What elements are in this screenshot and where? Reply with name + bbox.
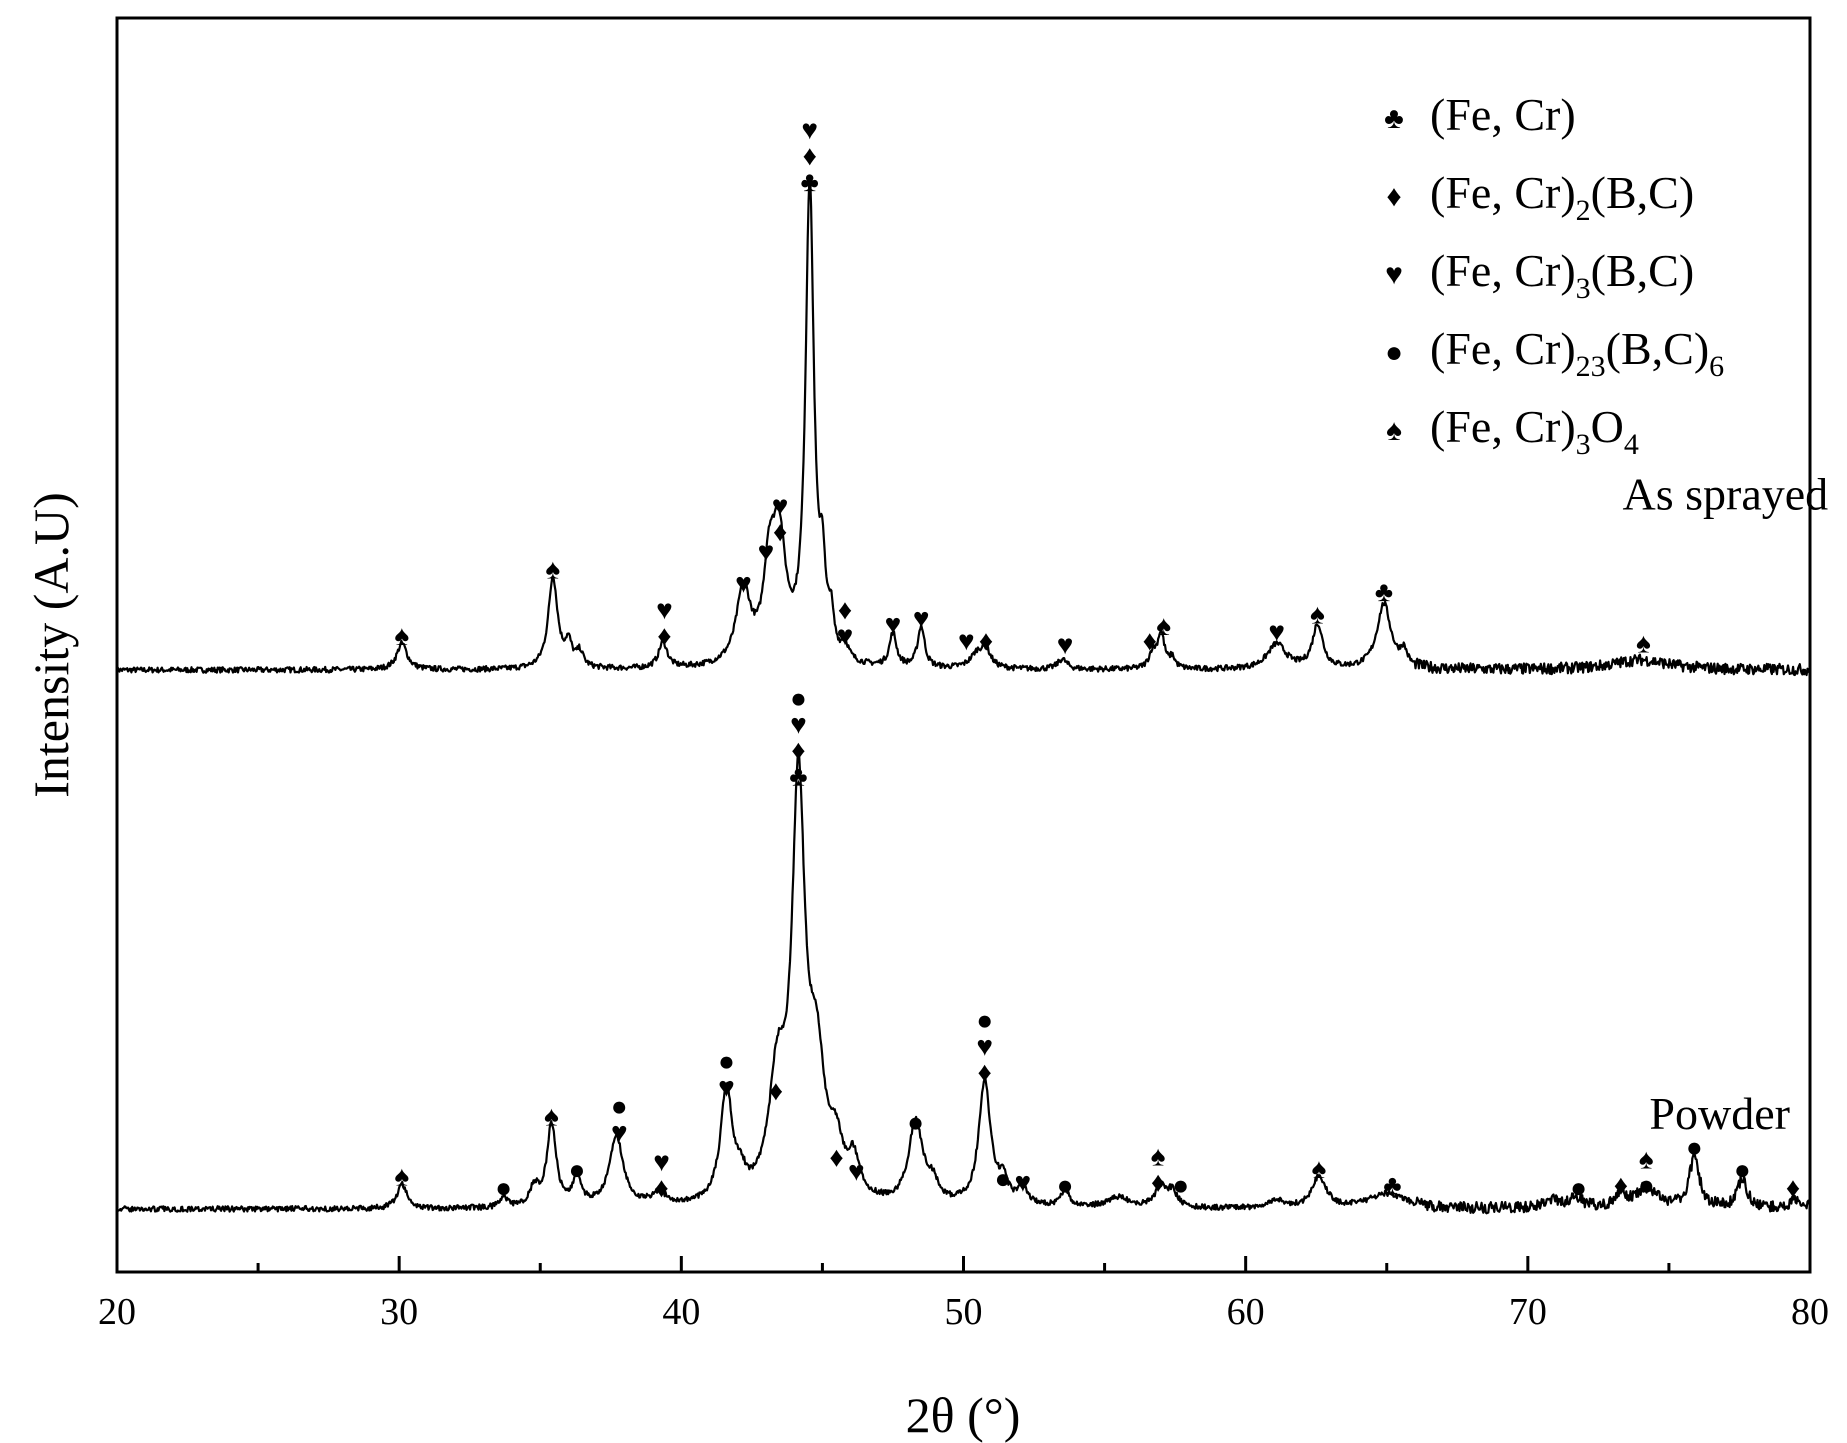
- x-axis-ticks: 20 30 40 50 60 70 80: [98, 1256, 1829, 1333]
- peak-marker-dot: ●: [1638, 1170, 1655, 1201]
- peak-marker-heart: ♥: [790, 709, 807, 740]
- peak-marker-spade: ♠: [395, 1161, 410, 1192]
- peak-marker-club: ♣: [801, 167, 819, 198]
- legend-entry: ♣ (Fe, Cr): [1384, 89, 1575, 140]
- peak-marker-diamond: ♦: [773, 517, 787, 548]
- peak-marker-dot: ●: [907, 1108, 924, 1139]
- peak-marker-heart: ♥: [1057, 630, 1074, 661]
- peak-marker-heart: ♥: [653, 1147, 670, 1178]
- legend-entry: ♦ (Fe, Cr)2(B,C): [1386, 167, 1694, 227]
- peak-marker-spade: ♠: [1310, 600, 1325, 631]
- legend-label: (Fe, Cr)3(B,C): [1430, 245, 1694, 305]
- peak-marker-dot: ●: [790, 683, 807, 714]
- series-curves: [115, 177, 1812, 1215]
- curve-labels: As sprayed Powder: [1623, 469, 1829, 1139]
- peak-marker-club: ♣: [1383, 1170, 1401, 1201]
- peak-marker-heart: ♥: [885, 610, 902, 641]
- x-tick-label: 60: [1227, 1291, 1265, 1333]
- legend-label: (Fe, Cr)23(B,C)6: [1430, 323, 1724, 383]
- legend-diamond-icon: ♦: [1386, 180, 1401, 213]
- peak-marker-diamond: ♦: [1151, 1168, 1165, 1199]
- peak-marker-dot: ●: [1734, 1155, 1751, 1186]
- legend-entry: ♠ (Fe, Cr)3O4: [1386, 401, 1639, 461]
- peak-marker-club: ♣: [1375, 577, 1393, 608]
- peak-marker-heart: ♥: [718, 1072, 735, 1103]
- peak-marker-spade: ♠: [395, 621, 410, 652]
- legend-dot-icon: ●: [1385, 336, 1403, 369]
- x-tick-label: 20: [98, 1291, 136, 1333]
- series-line: [115, 177, 1811, 677]
- peak-marker-heart: ♥: [1014, 1168, 1031, 1199]
- peak-marker-heart: ♥: [1268, 617, 1285, 648]
- peak-marker-dot: ●: [1686, 1133, 1703, 1164]
- peak-marker-dot: ●: [995, 1164, 1012, 1195]
- legend-club-icon: ♣: [1384, 102, 1404, 135]
- y-axis-title: Intensity (A.U): [23, 492, 79, 798]
- x-tick-label: 50: [945, 1291, 983, 1333]
- peak-marker-spade: ♠: [1151, 1142, 1166, 1173]
- peak-marker-dot: ●: [976, 1005, 993, 1036]
- peak-marker-heart: ♥: [958, 626, 975, 657]
- series-label: As sprayed: [1623, 469, 1829, 520]
- x-tick-label: 70: [1509, 1291, 1547, 1333]
- peak-marker-diamond: ♦: [769, 1076, 783, 1107]
- peak-marker-heart: ♥: [913, 603, 930, 634]
- peak-marker-dot: ●: [568, 1155, 585, 1186]
- peak-marker-heart: ♥: [735, 568, 752, 599]
- peak-marker-diamond: ♦: [1614, 1170, 1628, 1201]
- series-line: [116, 751, 1812, 1215]
- peak-marker-diamond: ♦: [978, 1057, 992, 1088]
- x-axis-title: 2θ (°): [906, 1387, 1021, 1443]
- peak-marker-heart: ♥: [758, 537, 775, 568]
- peak-marker-heart: ♥: [848, 1156, 865, 1187]
- peak-marker-heart: ♥: [772, 491, 789, 522]
- legend-spade-icon: ♠: [1386, 414, 1402, 447]
- peak-marker-spade: ♠: [1312, 1154, 1327, 1185]
- peak-marker-club: ♣: [789, 761, 807, 792]
- peak-marker-diamond: ♦: [1786, 1173, 1800, 1204]
- peak-marker-dot: ●: [1570, 1173, 1587, 1204]
- peak-marker-spade: ♠: [546, 555, 561, 586]
- peak-marker-diamond: ♦: [979, 626, 993, 657]
- peak-marker-diamond: ♦: [829, 1143, 843, 1174]
- x-tick-label: 80: [1791, 1291, 1829, 1333]
- peak-marker-spade: ♠: [1156, 611, 1171, 642]
- peak-marker-diamond: ♦: [791, 735, 805, 766]
- legend-entry: ♥ (Fe, Cr)3(B,C): [1385, 245, 1694, 305]
- peak-marker-heart: ♥: [976, 1031, 993, 1062]
- peak-marker-heart: ♥: [656, 595, 673, 626]
- peak-marker-dot: ●: [495, 1173, 512, 1204]
- legend-label: (Fe, Cr): [1430, 89, 1576, 140]
- peak-annotations: ♠♠♦♥♥♥♦♥♣♦♥♥♦ ♥ ♥♥ ♦ ♥ ♦ ♠ ♥♠♣♠♠ ●♠●♥●♦♥♥●♦♣♦♥●♦…: [395, 115, 1801, 1204]
- peak-marker-dot: ●: [1172, 1170, 1189, 1201]
- peak-marker-dot: ●: [611, 1092, 628, 1123]
- peak-marker-diamond: ♦: [1143, 626, 1157, 657]
- x-tick-label: 30: [380, 1291, 418, 1333]
- peak-marker-spade: ♠: [1639, 1144, 1654, 1175]
- legend-label: (Fe, Cr)3O4: [1430, 401, 1639, 461]
- series-label: Powder: [1649, 1088, 1790, 1139]
- peak-marker-diamond: ♦: [803, 141, 817, 172]
- legend-heart-icon: ♥: [1385, 258, 1403, 291]
- peak-marker-diamond: ♦: [657, 621, 671, 652]
- peak-marker-spade: ♠: [544, 1101, 559, 1132]
- peak-marker-heart: ♥: [611, 1118, 628, 1149]
- peak-marker-heart: ♥: [801, 115, 818, 146]
- legend-label: (Fe, Cr)2(B,C): [1430, 167, 1694, 227]
- legend-entry: ● (Fe, Cr)23(B,C)6: [1385, 323, 1724, 383]
- peak-marker-dot: ●: [1057, 1170, 1074, 1201]
- x-tick-label: 40: [662, 1291, 700, 1333]
- peak-marker-dot: ●: [718, 1046, 735, 1077]
- peak-marker-spade: ♠: [1636, 629, 1651, 660]
- peak-marker-diamond: ♦: [654, 1173, 668, 1204]
- peak-marker-diamond: ♦: [838, 595, 852, 626]
- peak-marker-heart: ♥: [837, 621, 854, 652]
- legend: ♣ (Fe, Cr) ♦ (Fe, Cr)2(B,C) ♥ (Fe, Cr)3(B,C) ●…: [1384, 89, 1724, 461]
